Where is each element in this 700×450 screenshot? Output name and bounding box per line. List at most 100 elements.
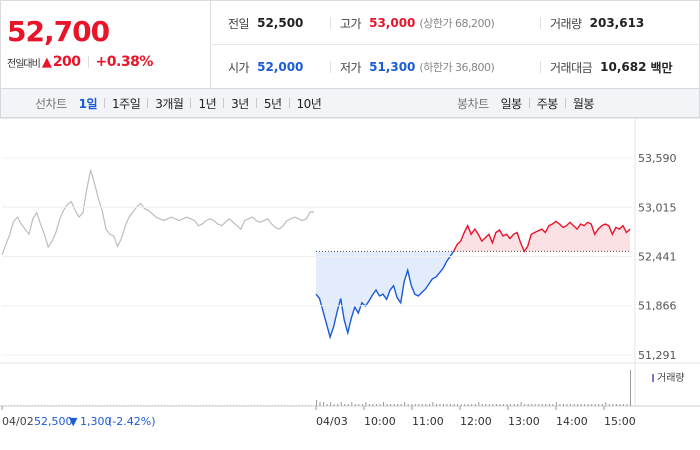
volume-bar (594, 404, 596, 406)
x-tick-label: 04/03 (316, 415, 348, 428)
volume-bar (354, 404, 356, 406)
period-tab-daily[interactable]: 일봉 (500, 96, 523, 111)
volume-bar (460, 404, 462, 406)
volume-legend-label: 거래량 (657, 372, 685, 384)
volume-bar (323, 402, 325, 406)
range-tab-1d[interactable]: 1일 (78, 96, 98, 111)
volume-bar (351, 402, 353, 406)
divider (190, 98, 192, 108)
volume-bar (563, 404, 564, 406)
divider (564, 98, 566, 108)
range-tab-10y[interactable]: 10년 (296, 96, 322, 111)
period-tab-weekly[interactable]: 주봉 (536, 96, 559, 111)
volume-bar (143, 405, 144, 406)
stat-label: 전일 (228, 16, 250, 31)
volume-bar (481, 404, 483, 406)
volume-bar (101, 405, 102, 406)
down-triangle-icon: ▼ (69, 415, 78, 428)
price-stats: 전일 52,500 고가 53,000 (상한가 68,200) 거래량 203… (212, 1, 700, 89)
volume-bar (333, 404, 335, 406)
volume-bar (517, 404, 519, 406)
volume-bar (598, 404, 600, 406)
volume-bar (104, 405, 105, 406)
prev-day-price-line (1, 169, 314, 256)
volume-bar (236, 405, 237, 406)
today-price-line-down (315, 251, 455, 340)
today-price-line-up (452, 220, 631, 253)
up-triangle-icon: ▲ (41, 54, 52, 70)
volume-bar (89, 405, 90, 406)
volume-bar (488, 404, 490, 406)
change-row: 전일대비 ▲ 200 +0.38% (7, 54, 153, 70)
volume-bar (56, 405, 57, 406)
volume-bar (257, 405, 258, 406)
volume-bar (559, 404, 561, 406)
volume-bar (221, 405, 222, 406)
period-tab-monthly[interactable]: 월봉 (572, 96, 595, 111)
stock-quote-panel: 52,700 전일대비 ▲ 200 +0.38% 전일 52,500 고가 53… (0, 0, 700, 89)
volume-bar (167, 405, 168, 406)
volume-bar (330, 402, 332, 406)
volume-bar (269, 405, 270, 406)
volume-bar (95, 405, 96, 406)
volume-bar (296, 405, 297, 406)
change-label: 전일대비 (7, 58, 41, 70)
range-tab-1y[interactable]: 1년 (198, 96, 217, 111)
volume-bar (212, 405, 213, 406)
volume-bar (612, 404, 614, 406)
volume-bars (2, 370, 631, 406)
stat-value: 53,000 (369, 16, 416, 30)
volume-bar (453, 404, 455, 406)
volume-bar (209, 405, 210, 406)
volume-bar (179, 405, 180, 406)
volume-bar (200, 405, 201, 406)
volume-bar (218, 405, 219, 406)
range-tab-3m[interactable]: 3개월 (155, 96, 184, 111)
volume-bar (584, 404, 586, 406)
y-tick-label: 52,441 (638, 250, 677, 263)
change-value: 200 (52, 54, 81, 70)
volume-bar (457, 404, 459, 406)
volume-bar (188, 405, 189, 406)
volume-bar (131, 405, 132, 406)
volume-bar (474, 404, 476, 406)
stat-value: 51,300 (369, 60, 416, 74)
volume-bar (161, 405, 162, 406)
volume-bar (176, 405, 177, 406)
x-tick-label: 10:00 (364, 415, 396, 428)
volume-bar (290, 405, 291, 406)
y-axis: 53,590 53,015 52,441 51,866 51,291 (2, 152, 677, 362)
volume-bar (227, 405, 228, 406)
stats-row-1: 전일 52,500 고가 53,000 (상한가 68,200) 거래량 203… (212, 1, 700, 45)
volume-bar (20, 405, 21, 406)
volume-bar (134, 405, 135, 406)
stat-high: 고가 53,000 (상한가 68,200) (329, 1, 495, 45)
stat-low: 저가 51,300 (하한가 36,800) (329, 45, 495, 89)
volume-bar (615, 404, 617, 406)
volume-bar (65, 405, 66, 406)
volume-bar (302, 405, 303, 406)
volume-bar (293, 405, 294, 406)
volume-bar (26, 405, 27, 406)
volume-bar (191, 405, 192, 406)
lower-limit: (하한가 36,800) (419, 61, 495, 74)
range-tab-5y[interactable]: 5년 (263, 96, 282, 111)
range-tab-3y[interactable]: 3년 (231, 96, 249, 111)
volume-bar (92, 405, 93, 406)
volume-bar (478, 402, 480, 406)
volume-bar (17, 405, 18, 406)
volume-bar (587, 404, 589, 406)
volume-bar (68, 405, 69, 406)
volume-bar (53, 405, 54, 406)
above-reference-fill (453, 221, 630, 252)
volume-bar (591, 404, 593, 406)
volume-bar (538, 404, 540, 406)
volume-bar (506, 404, 508, 406)
volume-bar (266, 405, 267, 406)
volume-bar (626, 404, 628, 406)
volume-bar (308, 405, 309, 406)
volume-bar (340, 402, 342, 406)
range-tab-1w[interactable]: 1주일 (112, 96, 141, 111)
intraday-price-chart[interactable]: 53,590 53,015 52,441 51,866 51,291 거래량 04/03… (0, 118, 700, 450)
volume-bar (404, 402, 406, 406)
